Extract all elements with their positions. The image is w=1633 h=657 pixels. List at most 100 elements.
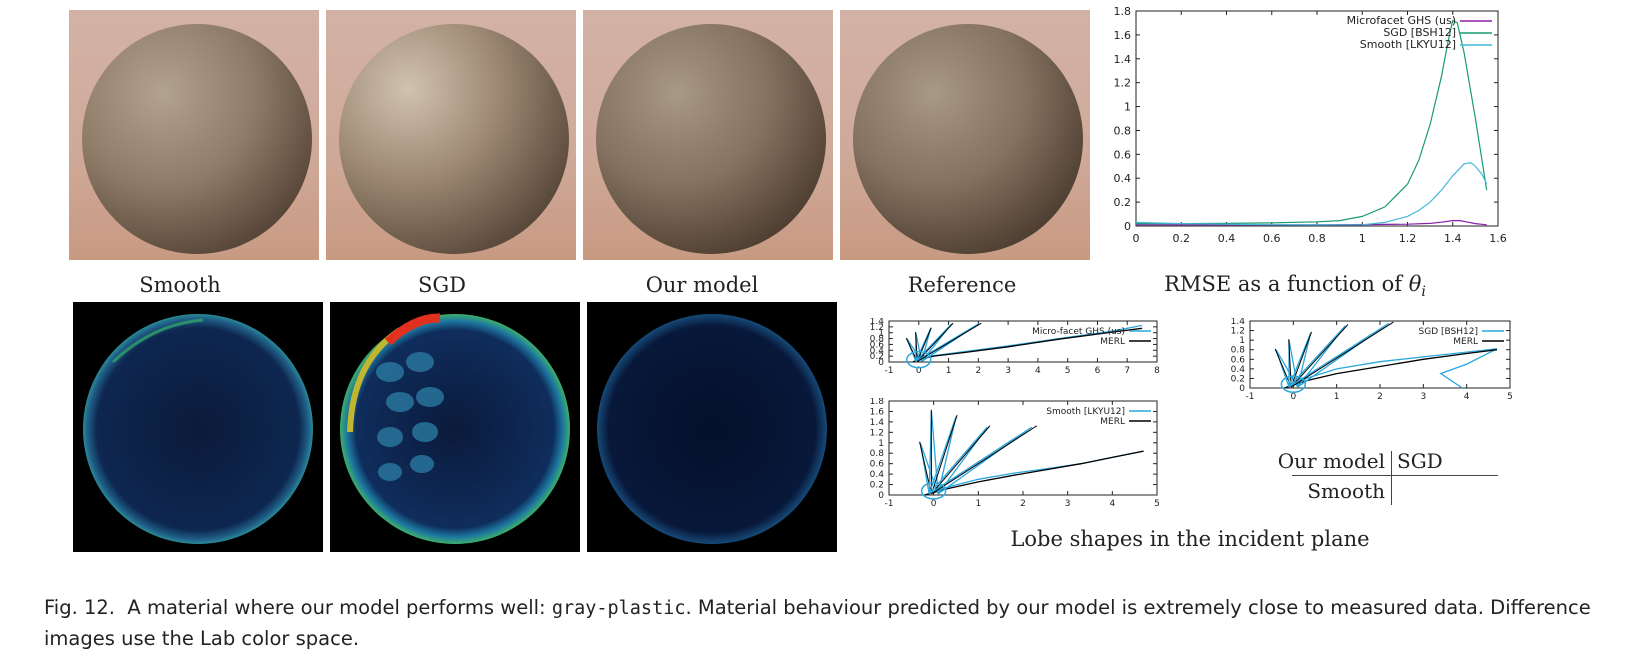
lobe-spike-merl [915,332,918,362]
lobe-spike-merl [916,322,954,362]
lobe-axes: -1 0 1 2 3 4 500.20.40.60.811.21.41.61.8 [870,398,1160,509]
label-smooth: Smooth [139,273,221,297]
y-tick-label: 0.4 [1114,172,1132,185]
lobe-spike-merl [931,425,1038,495]
legend-label: MERL [1100,417,1125,427]
lobe-plot [919,409,1144,500]
y-tick-label: 0 [878,491,884,501]
diff-our-model [587,302,837,552]
caption-text-before: A material where our model performs well… [127,596,552,619]
x-tick-label: 3 [1065,499,1071,509]
x-tick-label: 3 [1005,366,1011,376]
y-tick-label: 1 [1124,101,1131,114]
y-tick-label: 0.2 [1114,196,1132,209]
render-our-model [583,10,833,260]
lobe-spike [928,426,1033,495]
lobe-axes: -1 0 1 2 3 4 5 6 7 800.20.40.60.811.21.4 [870,318,1160,376]
x-tick-label: 1 [946,366,952,376]
y-tick-label: 0.8 [870,449,885,459]
y-tick-label: 1.6 [870,407,885,417]
y-tick-label: 0.6 [1231,355,1246,365]
lobe-legend: SGD [BSH12]MERL [1419,327,1504,347]
caption-fig-num: Fig. 12. [44,596,116,619]
diff-sgd [330,302,580,552]
legend-sgd: SGD [1397,449,1443,473]
y-tick-label: 1.4 [1114,53,1132,66]
y-tick-label: 0.4 [1231,365,1246,375]
x-tick-label: 0.6 [1263,232,1281,245]
legend-label: Microfacet GHS (us) [1347,14,1456,27]
x-tick-label: 2 [1020,499,1026,509]
series-line [1136,19,1488,225]
y-tick-label: 1.2 [1114,77,1132,90]
y-tick-label: 1.2 [870,428,884,438]
rmse-chart: 0 0.2 0.4 0.6 0.8 1 1.2 1.4 1.6 0 0.2 0.4 0.6 0.8 1 1.2… [1114,5,1507,245]
lobe-chart-smooth: -1 0 1 2 3 4 500.20.40.60.811.21.41.61.8Smooth… [870,398,1160,509]
x-tick-label: 3 [1420,392,1426,402]
y-tick-label: 0.4 [870,470,885,480]
legend-label: MERL [1100,337,1125,347]
y-tick-label: 0.2 [870,352,884,362]
y-tick-label: 0.6 [870,340,885,350]
x-tick-label: 1.6 [1489,232,1507,245]
legend-smooth: Smooth [1307,479,1385,503]
x-tick-label: -1 [885,499,894,509]
y-tick-label: 0 [1239,384,1245,394]
lobe-spike [1288,322,1390,388]
lobe-spike-merl [1290,324,1349,388]
lobe-chart-ours: -1 0 1 2 3 4 5 6 7 800.20.40.60.811.21.4Micro-fac… [870,318,1160,376]
lobe-spike-merl [1290,331,1313,388]
x-tick-label: 0 [1133,232,1140,245]
x-tick-label: -1 [1246,392,1255,402]
lobe-origin [906,350,932,369]
label-rmse-prefix: RMSE as a function of [1164,272,1409,296]
rmse-chart-plot [1135,19,1488,226]
label-lobes: Lobe shapes in the incident plane [1010,527,1370,551]
lobe-origin [920,482,947,500]
x-tick-label: 0.2 [1173,232,1191,245]
lobe-spike-merl [1290,321,1394,388]
lobe-axes: -1 0 1 2 3 4 500.20.40.60.811.21.4 [1231,318,1513,402]
x-tick-label: 1 [1359,232,1366,245]
y-tick-label: 1.2 [1231,327,1245,337]
lobe-spike [915,323,979,362]
legend-label: Smooth [LKYU12] [1360,38,1456,51]
x-tick-label: 5 [1507,392,1513,402]
x-tick-label: 1 [975,499,981,509]
y-tick-label: 0.2 [870,481,884,491]
y-tick-label: 0.8 [870,335,885,345]
x-tick-label: 0 [931,499,937,509]
y-tick-label: 1.4 [870,318,885,327]
legend-label: Smooth [LKYU12] [1046,407,1125,417]
x-tick-label: 2 [1377,392,1383,402]
x-tick-label: 4 [1035,366,1041,376]
y-tick-label: 0.2 [1231,374,1245,384]
y-tick-label: 0 [878,358,884,368]
x-tick-label: 5 [1065,366,1071,376]
lobe-spike-merl [1288,339,1292,388]
legend-label: SGD [BSH12] [1383,26,1456,39]
x-tick-label: 0 [916,366,922,376]
y-tick-label: 1.6 [1114,29,1132,42]
x-tick-label: 1.4 [1444,232,1462,245]
x-tick-label: -1 [885,366,894,376]
x-tick-label: 4 [1464,392,1470,402]
y-tick-label: 0.8 [1231,346,1246,356]
caption-text-after: . Material behaviour predicted by our mo… [44,596,1591,650]
legend-label: MERL [1453,337,1478,347]
lobe-spike [928,416,957,495]
legend-label: Micro-facet GHS (us) [1032,327,1125,337]
render-sgd [326,10,576,260]
lobe-plot [1274,321,1498,393]
x-tick-label: 0.4 [1218,232,1236,245]
series-line [924,450,1144,496]
label-rmse-sub: i [1421,284,1426,301]
label-sgd: SGD [418,273,466,297]
lobe-spike-merl [930,414,958,495]
lobe-spike [928,426,988,495]
series-line [1135,162,1488,226]
lobe-spike [1288,325,1346,388]
label-reference: Reference [907,273,1017,297]
x-tick-label: 5 [1154,499,1160,509]
